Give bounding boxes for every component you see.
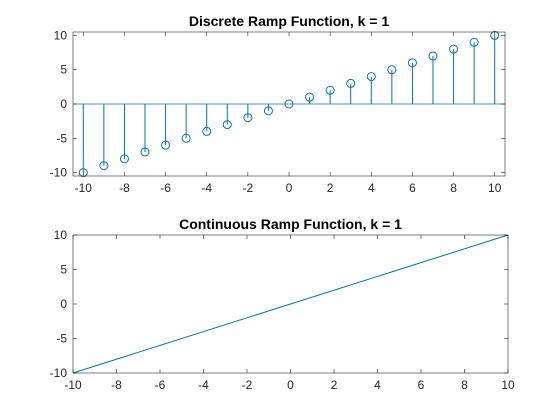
stem-marker xyxy=(119,154,129,164)
x-tick-label: -6 xyxy=(155,378,166,392)
stem-marker xyxy=(263,106,273,116)
x-tick-label: 8 xyxy=(450,181,457,195)
x-tick-label: 2 xyxy=(331,378,338,392)
stem-marker xyxy=(325,85,335,95)
y-tick-label: 5 xyxy=(60,63,67,77)
stem-marker xyxy=(407,58,417,68)
stem-marker xyxy=(490,30,500,40)
y-tick-label: -10 xyxy=(50,166,68,180)
x-tick-label: -10 xyxy=(75,181,93,195)
x-tick-label: 0 xyxy=(286,181,293,195)
x-tick-label: 2 xyxy=(327,181,334,195)
x-tick-label: 6 xyxy=(409,181,416,195)
stem-marker xyxy=(140,147,150,157)
continuous-ramp-chart: Continuous Ramp Function, k = 1 -10 -8 -6 -… xyxy=(50,216,515,392)
y-tick-label: 0 xyxy=(60,97,67,111)
x-tick-label: -6 xyxy=(160,181,171,195)
data-series xyxy=(72,234,509,374)
stem-marker xyxy=(161,140,171,150)
y-tick-label: 10 xyxy=(54,228,68,242)
chart-title: Continuous Ramp Function, k = 1 xyxy=(179,216,402,232)
stem-marker xyxy=(243,113,253,123)
stem-marker xyxy=(78,168,88,178)
stem-marker xyxy=(366,72,376,82)
stem-marker xyxy=(222,120,232,130)
x-tick-label: 10 xyxy=(488,181,502,195)
x-tick-label: 8 xyxy=(461,378,468,392)
x-tick-label: -4 xyxy=(198,378,209,392)
y-tick-label: 0 xyxy=(60,297,67,311)
x-tick-label: 6 xyxy=(418,378,425,392)
stem-marker xyxy=(346,78,356,88)
x-tick-label: -2 xyxy=(243,181,254,195)
series-line xyxy=(72,234,509,374)
stem-marker xyxy=(428,51,438,61)
data-series xyxy=(73,30,505,178)
stem-marker xyxy=(305,92,315,102)
stem-marker xyxy=(202,126,212,136)
x-tick-label: 4 xyxy=(368,181,375,195)
chart-title: Discrete Ramp Function, k = 1 xyxy=(189,13,390,29)
x-tick-label: 4 xyxy=(374,378,381,392)
y-tick-label: 10 xyxy=(54,28,68,42)
stem-marker xyxy=(284,99,294,109)
x-tick-label: -4 xyxy=(201,181,212,195)
x-tick-label: -2 xyxy=(242,378,253,392)
y-tick-label: -10 xyxy=(50,366,68,380)
stem-marker xyxy=(99,161,109,171)
x-tick-label: 10 xyxy=(501,378,515,392)
y-tick-label: -5 xyxy=(56,131,67,145)
y-tick-label: 5 xyxy=(60,263,67,277)
stem-marker xyxy=(449,44,459,54)
stem-marker xyxy=(469,37,479,47)
x-tick-label: -8 xyxy=(119,181,130,195)
stem-marker xyxy=(181,133,191,143)
stem-marker xyxy=(387,65,397,75)
x-tick-label: -8 xyxy=(111,378,122,392)
y-tick-label: -5 xyxy=(56,332,67,346)
x-tick-label: 0 xyxy=(287,378,294,392)
discrete-ramp-chart: Discrete Ramp Function, k = 1 -10 -8 -6 -4 -… xyxy=(50,13,506,195)
x-tick-label: -10 xyxy=(64,378,82,392)
